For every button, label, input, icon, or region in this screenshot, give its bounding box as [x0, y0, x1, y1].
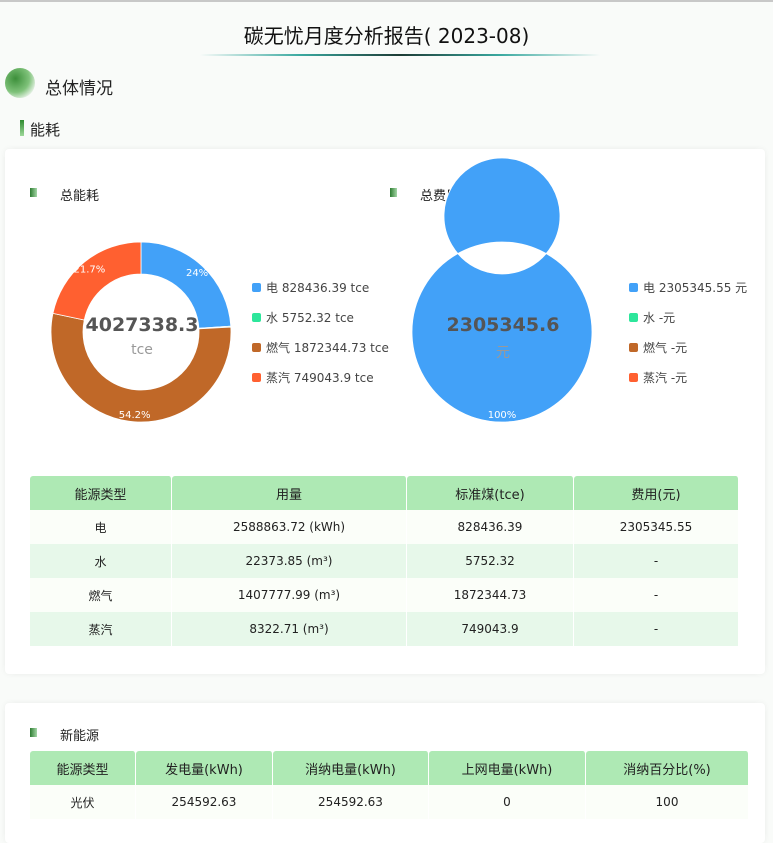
legend-label: 燃气 -元 [643, 341, 688, 355]
cell: 5752.32 [407, 544, 574, 578]
section-ball-icon [5, 68, 35, 98]
cell: 749043.9 [407, 612, 574, 646]
column-header: 发电量(kWh) [136, 751, 273, 785]
slice-label: 100% [488, 410, 517, 421]
cell: 1872344.73 [407, 578, 574, 612]
legend-swatch [252, 283, 261, 292]
cost-total: 2305345.6 [446, 314, 560, 336]
table-header: 能源类型 发电量(kWh) 消纳电量(kWh) 上网电量(kWh) 消纳百分比(%) [30, 751, 749, 785]
cell: 蒸汽 [30, 612, 172, 646]
legend-label: 电 828436.39 tce [266, 281, 370, 295]
table-row: 蒸汽 8322.71 (m³) 749043.9- [30, 612, 739, 646]
cell: 0 [429, 785, 586, 819]
legend-label: 电 2305345.55 元 [643, 281, 748, 295]
cost-unit: 元 [496, 345, 510, 361]
donut-slice-蒸汽[interactable] [52, 241, 142, 321]
legend-item[interactable]: 水 5752.32 tce [252, 309, 354, 326]
legend-item[interactable]: 水 -元 [629, 309, 675, 326]
legend-label: 水 5752.32 tce [266, 311, 354, 325]
legend-item[interactable]: 电 828436.39 tce [252, 279, 369, 296]
cell: 100 [586, 785, 749, 819]
column-header: 能源类型 [30, 476, 172, 510]
slice-label: 21.7% [73, 264, 105, 275]
legend-item[interactable]: 蒸汽 -元 [629, 369, 687, 386]
legend-swatch [629, 283, 638, 292]
square-icon [30, 728, 37, 737]
legend-swatch [629, 343, 638, 352]
cell: 燃气 [30, 578, 172, 612]
chart-title-energy: 总能耗 [60, 189, 100, 204]
energy-total: 4027338.3 [85, 314, 199, 336]
legend-item[interactable]: 电 2305345.55 元 [629, 279, 747, 296]
table-row: 水 22373.85 (m³) 5752.32- [30, 544, 739, 578]
cell: 254592.63 [136, 785, 273, 819]
table-row: 电 2588863.72 (kWh) 828436.39 2305345.55 [30, 510, 739, 544]
cell: 电 [30, 510, 172, 544]
cell: 22373.85 (m³) [172, 544, 407, 578]
cell: 2588863.72 (kWh) [172, 510, 407, 544]
subsection-title: 能耗 [30, 121, 61, 139]
legend-label: 蒸汽 -元 [643, 371, 688, 385]
cell: - [574, 544, 739, 578]
square-icon [390, 188, 397, 197]
cell: 828436.39 [407, 510, 574, 544]
legend-label: 水 -元 [643, 311, 676, 325]
donut-slice-燃气[interactable] [50, 312, 232, 423]
new-energy-table: 能源类型 发电量(kWh) 消纳电量(kWh) 上网电量(kWh) 消纳百分比(%) 光… [30, 751, 749, 819]
donut-slice-电[interactable] [411, 157, 593, 423]
column-header: 消纳百分比(%) [586, 751, 749, 785]
legend-swatch [629, 373, 638, 382]
legend-item[interactable]: 蒸汽 749043.9 tce [252, 369, 374, 386]
column-header: 上网电量(kWh) [429, 751, 586, 785]
table-row: 光伏 254592.63 254592.63 0 100 [30, 785, 749, 819]
legend-item[interactable]: 燃气 1872344.73 tce [252, 339, 389, 356]
legend-label: 蒸汽 749043.9 tce [266, 371, 374, 385]
table-header: 能源类型 用量 标准煤(tce) 费用(元) [30, 476, 739, 510]
slice-label: 24% [186, 268, 208, 279]
new-energy-title: 新能源 [60, 729, 100, 744]
cell: 1407777.99 (m³) [172, 578, 407, 612]
legend-item[interactable]: 燃气 -元 [629, 339, 687, 356]
energy-table: 能源类型 用量 标准煤(tce) 费用(元) 电 2588863.72 (kWh) 828… [30, 476, 739, 646]
subsection-bar-icon [20, 120, 24, 136]
column-header: 标准煤(tce) [407, 476, 574, 510]
cell: 254592.63 [273, 785, 429, 819]
slice-label: 54.2% [119, 410, 151, 421]
column-header: 费用(元) [574, 476, 739, 510]
report-title: 碳无忧月度分析报告( 2023-08) [243, 24, 530, 48]
section-title: 总体情况 [45, 79, 113, 99]
cell: 8322.71 (m³) [172, 612, 407, 646]
column-header: 用量 [172, 476, 407, 510]
legend-swatch [252, 343, 261, 352]
legend-swatch [629, 313, 638, 322]
cell: 水 [30, 544, 172, 578]
column-header: 消纳电量(kWh) [273, 751, 429, 785]
cell: 2305345.55 [574, 510, 739, 544]
energy-unit: tce [131, 342, 153, 358]
column-header: 能源类型 [30, 751, 136, 785]
legend-swatch [252, 373, 261, 382]
cell: - [574, 612, 739, 646]
legend-swatch [252, 313, 261, 322]
table-row: 燃气 1407777.99 (m³) 1872344.73- [30, 578, 739, 612]
title-underline [200, 54, 600, 56]
cell: 光伏 [30, 785, 136, 819]
square-icon [30, 188, 37, 197]
legend-label: 燃气 1872344.73 tce [266, 341, 389, 355]
cell: - [574, 578, 739, 612]
